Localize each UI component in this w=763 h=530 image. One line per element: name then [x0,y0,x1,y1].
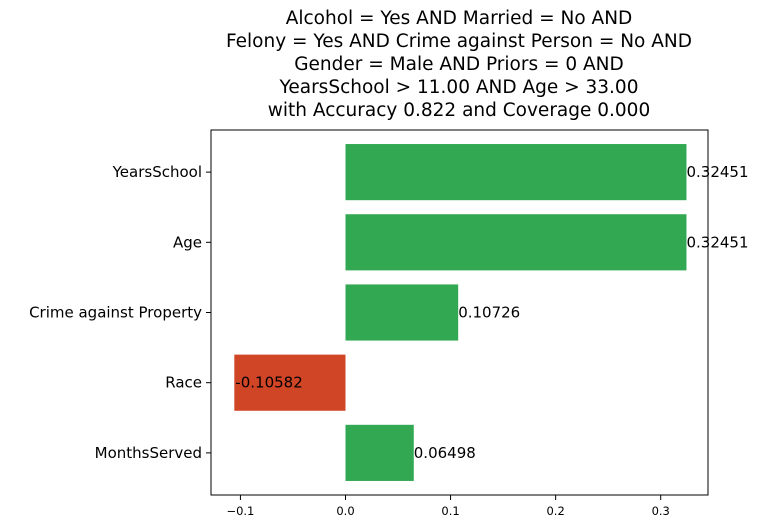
bar [345,214,687,271]
x-tick-label: 0.0 [336,504,354,518]
data-label: -0.10582 [235,374,302,392]
chart-title: Alcohol = Yes AND Married = No ANDFelony… [226,8,692,121]
bar [234,354,346,411]
data-labels: 0.32451 0.32451 0.10726 -0.10582 0.06498 [235,163,748,462]
x-tick-label: −0.1 [226,504,254,518]
title-line: Gender = Male AND Priors = 0 AND [294,54,624,75]
x-tick-label: 0.2 [546,504,564,518]
title-line: Alcohol = Yes AND Married = No AND [286,8,633,29]
title-line: YearsSchool > 11.00 AND Age > 33.00 [279,77,639,98]
y-tick-label: Crime against Property [29,304,202,322]
bar [345,424,414,481]
bar [345,284,459,341]
title-line: Felony = Yes AND Crime against Person = … [226,31,692,52]
data-label: 0.32451 [686,233,748,251]
title-line: with Accuracy 0.822 and Coverage 0.000 [268,100,650,121]
bar [345,144,687,201]
y-tick-label: YearsSchool [112,163,202,181]
y-axis: YearsSchool Age Crime against Property Race… [29,163,211,462]
x-tick-label: 0.1 [441,504,459,518]
y-tick-label: Race [165,374,202,392]
x-tick-label: 0.3 [652,504,670,518]
y-tick-label: Age [173,233,202,251]
bars [234,144,687,481]
data-label: 0.32451 [686,163,748,181]
data-label: 0.10726 [458,304,520,322]
x-axis: −0.1 0.0 0.1 0.2 0.3 [226,495,670,518]
data-label: 0.06498 [414,444,476,462]
y-tick-label: MonthsServed [95,444,202,462]
